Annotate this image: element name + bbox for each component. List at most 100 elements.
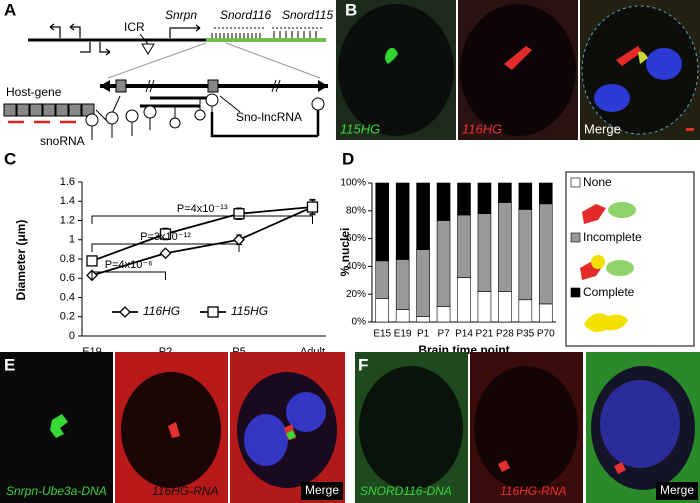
legend-label: 115HG	[231, 304, 268, 318]
y-tick-label: 60%	[346, 233, 366, 244]
panel-a-shape	[169, 24, 201, 38]
y-tick-label: 40%	[346, 261, 366, 272]
legend-marker	[207, 306, 219, 318]
bar-segment	[436, 306, 451, 323]
label: 116HG-RNA	[500, 484, 566, 498]
panel-f-shape	[359, 366, 463, 490]
y-tick-label: 1.6	[60, 176, 75, 188]
x-tick-label: P7	[437, 329, 450, 340]
label: ICR	[124, 20, 145, 34]
label: 116HG	[462, 121, 502, 136]
label: Snord116	[220, 8, 271, 22]
point	[159, 228, 172, 240]
bar-segment	[395, 309, 410, 323]
label: Snord115	[282, 8, 333, 22]
panel-a-shape	[141, 43, 155, 55]
panel-a-shape-shape	[125, 109, 139, 123]
panel-f: F SNORD116-DNA 116HG-RNA Merge	[355, 352, 700, 503]
x-tick-label: E19	[394, 329, 412, 340]
label: Snrpn-Ube3a-DNA	[6, 484, 107, 498]
y-tick-label: 1.4	[60, 195, 75, 207]
panel-f-shape	[498, 460, 510, 472]
panel-d-shape	[565, 171, 695, 347]
label: C	[4, 149, 16, 168]
point	[306, 201, 319, 213]
panel-e-shape	[301, 482, 343, 500]
panel-f-shape	[614, 462, 626, 474]
bar-segment	[518, 182, 533, 210]
label: Host-gene	[6, 85, 62, 99]
point	[86, 255, 98, 267]
panel-a-shape	[311, 97, 325, 111]
bar-segment	[538, 203, 553, 305]
x-tick-label: P35	[516, 329, 534, 340]
legend-marker	[119, 306, 131, 318]
panel-b-shape	[504, 46, 532, 70]
panel-a-shape	[80, 42, 91, 53]
panel-a-shape	[211, 31, 317, 38]
panel-a-shape	[85, 105, 157, 140]
y-tick-label: 80%	[346, 205, 366, 216]
y-tick-label: 1.2	[60, 214, 75, 226]
panel-b-shape	[594, 84, 630, 112]
panel-a-shape	[210, 110, 320, 138]
y-tick-label: 0.4	[60, 291, 75, 303]
x-tick-label: E15	[373, 329, 391, 340]
panel-a-shape	[219, 95, 241, 113]
legend-label: Complete	[583, 285, 635, 299]
significance-bracket	[91, 215, 313, 224]
panel-a-shape	[115, 79, 127, 93]
bar-segment	[538, 182, 553, 205]
panel-b-shape	[646, 48, 682, 80]
bar-segment	[395, 259, 410, 310]
panel-a-shape	[207, 79, 219, 93]
panel-a-shape	[205, 93, 219, 107]
panel-d-shape	[591, 255, 605, 269]
panel-b-shape	[616, 46, 642, 66]
bar-segment	[538, 303, 553, 323]
bar-segment	[518, 209, 533, 301]
bar-segment	[498, 182, 512, 203]
bar-segment	[375, 182, 390, 262]
bar-segment	[436, 220, 451, 308]
significance-bracket	[91, 271, 166, 280]
label: Snrpn	[165, 8, 197, 22]
panel-d: D 0%20%40%60%80%100%E15 E19 P1 P7 P14 P21 P28 P…	[338, 149, 695, 357]
panel-d-shape	[608, 202, 636, 218]
point	[233, 233, 245, 246]
series-line	[91, 206, 313, 262]
bar-segment	[457, 277, 471, 323]
panel-d-shape	[582, 204, 606, 224]
label: 116HG-RNA	[152, 484, 218, 498]
panel-a-shape	[69, 23, 81, 38]
y-tick-label: 0.8	[60, 253, 75, 265]
bar-segment	[416, 249, 430, 317]
bar-segment	[477, 213, 492, 292]
annotation: P=4x10⁻¹³	[177, 203, 228, 215]
x-tick-label: P14	[455, 329, 473, 340]
panel-a-shape-shape	[16, 103, 30, 117]
y-axis-label: Diameter (μm)	[14, 220, 28, 301]
panel-d-shape	[584, 313, 628, 332]
panel-a-shape-shape	[68, 103, 82, 117]
label: Merge	[305, 483, 339, 497]
bar-segment	[518, 299, 533, 323]
panel-a-shape	[194, 109, 206, 121]
bar-segment	[498, 202, 512, 292]
panel-b-shape	[638, 51, 648, 64]
y-tick-label: 0.6	[60, 272, 75, 284]
x-tick-label: P21	[476, 329, 494, 340]
panel-b-shape	[338, 4, 454, 136]
legend-swatch	[570, 287, 581, 298]
panel-a-shape-shape	[105, 111, 119, 125]
panel-f-shape	[600, 380, 680, 468]
panel-e-shape	[286, 392, 326, 432]
panel-a-shape	[169, 117, 181, 129]
panel-a-shape	[225, 42, 321, 79]
label: B	[345, 0, 357, 19]
label: 115HG	[340, 121, 380, 136]
panel-a-shape	[145, 79, 281, 93]
panel-a-shape-shape	[85, 113, 99, 127]
